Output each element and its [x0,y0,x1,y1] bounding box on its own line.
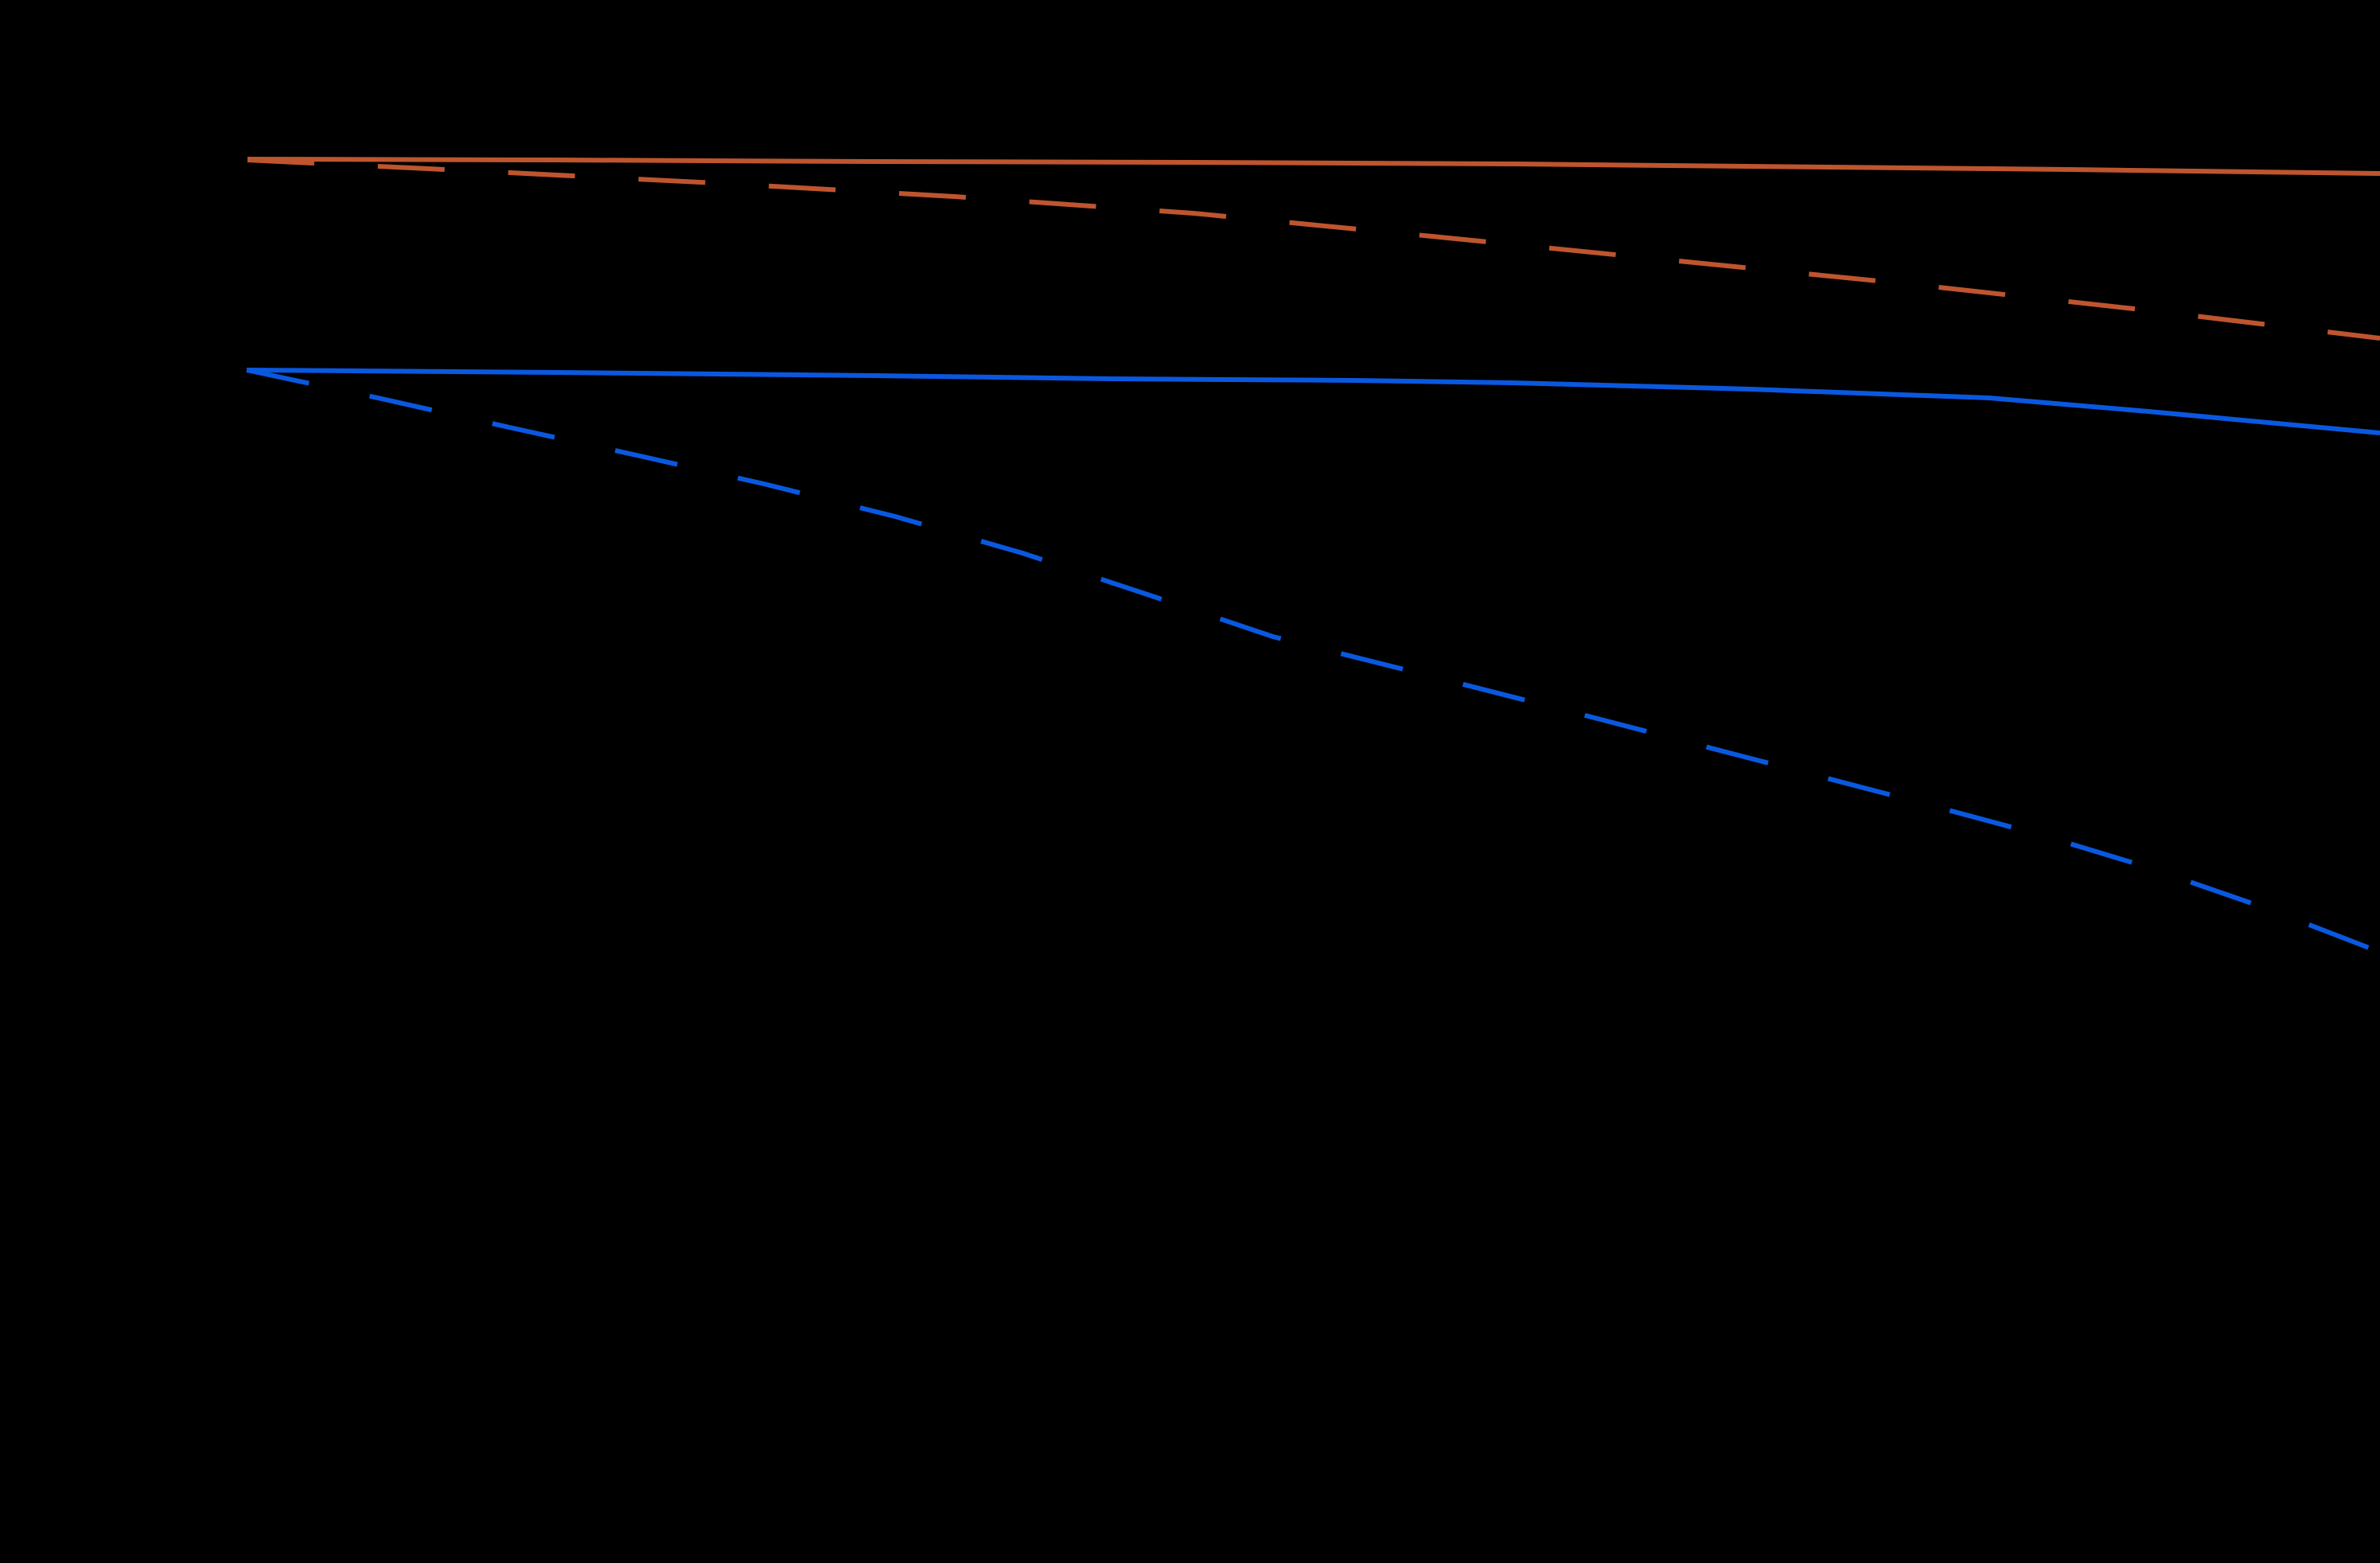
series-orange-solid-line [247,157,2380,176]
series-orange-dashed-line [247,158,2380,341]
series-blue-dashed-line [246,368,2373,951]
series-blue-solid-line [246,368,2380,435]
